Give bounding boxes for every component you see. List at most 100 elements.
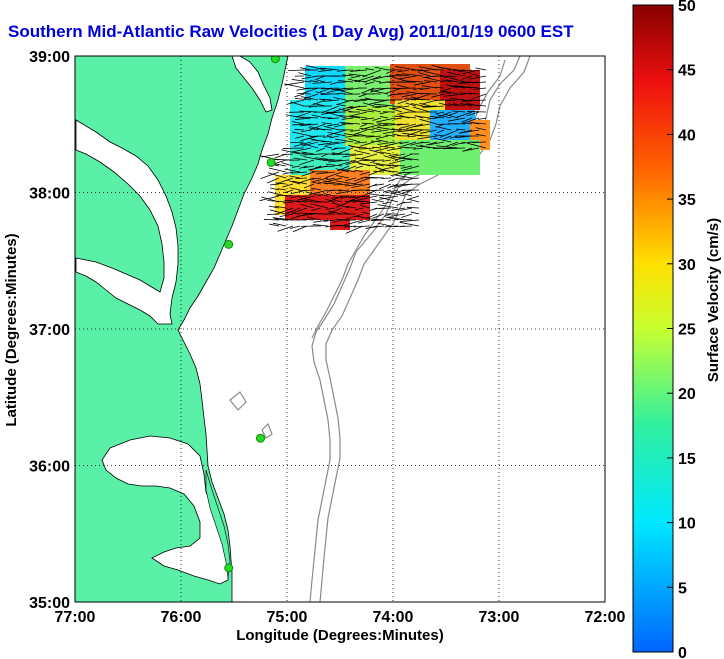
velocity-arrow (277, 188, 287, 191)
velocity-arrow (368, 99, 389, 105)
velocity-arrow (312, 224, 329, 227)
velocity-arrow (287, 99, 305, 105)
velocity-arrow (272, 222, 287, 227)
velocity-arrow (316, 147, 326, 152)
velocity-arrow (359, 127, 375, 131)
velocity-arrow (301, 198, 322, 203)
velocity-arrow (294, 135, 305, 139)
velocity-arrow (354, 141, 368, 144)
velocity-arrow (339, 114, 361, 119)
velocity-arrow (408, 135, 417, 138)
velocity-arrow (417, 69, 431, 72)
velocity-arrow (353, 225, 371, 228)
velocity-arrow (355, 157, 371, 161)
velocity-arrow (458, 69, 473, 72)
velocity-arrow (443, 113, 459, 119)
velocity-arrow (402, 141, 417, 147)
velocity-arrow (371, 198, 385, 203)
velocity-arrow (362, 153, 378, 159)
velocity-arrow (340, 168, 357, 173)
velocity-arrow (394, 87, 417, 89)
velocity-arrow (448, 103, 459, 107)
velocity-arrow (327, 123, 340, 127)
colorbar-tick-label: 30 (678, 257, 696, 274)
velocity-arrow (316, 128, 333, 131)
velocity-arrow (344, 99, 361, 102)
colorbar-tick-label: 35 (678, 192, 696, 209)
velocity-arrow (458, 129, 480, 134)
velocity-arrow (397, 111, 410, 115)
velocity-arrow (343, 225, 357, 228)
velocity-arrow (381, 165, 399, 171)
velocity-arrow (451, 110, 466, 113)
velocity-arrow (359, 204, 371, 209)
velocity-arrow (379, 196, 399, 203)
velocity-arrow (294, 93, 305, 98)
velocity-arrow (328, 159, 350, 163)
velocity-arrow (471, 93, 487, 100)
colorbar-tick-label: 20 (678, 386, 696, 403)
velocity-arrow (419, 102, 431, 107)
velocity-arrow (446, 79, 459, 83)
velocity-arrow (379, 195, 399, 200)
velocity-arrow (325, 177, 336, 181)
velocity-arrow (302, 87, 319, 94)
velocity-arrow (345, 159, 364, 165)
velocity-arrow (377, 141, 396, 145)
velocity-arrow (359, 141, 375, 147)
velocity-arrow (341, 69, 354, 71)
velocity-arrow (280, 149, 301, 155)
velocity-arrow (364, 176, 385, 179)
velocity-arrow (295, 177, 308, 180)
station-marker (224, 239, 234, 249)
velocity-arrow (286, 200, 308, 203)
velocity-arrow (333, 105, 354, 113)
velocity-arrow (322, 159, 343, 162)
plot-border (74, 55, 606, 603)
velocity-arrow (443, 93, 466, 97)
velocity-arrow (355, 80, 368, 83)
velocity-arrow (392, 105, 403, 108)
velocity-arrow (440, 90, 459, 95)
velocity-arrow (365, 68, 375, 71)
lon-tick-label: 76:00 (161, 609, 202, 626)
velocity-arrow (332, 219, 343, 223)
velocity-arrow (300, 142, 319, 149)
velocity-arrow (448, 84, 466, 89)
velocity-arrow (456, 111, 473, 118)
velocity-arrow (263, 219, 280, 221)
velocity-arrow (374, 66, 389, 71)
velocity-arrow (299, 123, 319, 127)
x-axis-label: Longitude (Degrees:Minutes) (236, 627, 444, 644)
velocity-arrow (276, 177, 294, 184)
velocity-arrow (308, 189, 329, 196)
velocity-arrow (415, 92, 438, 95)
velocity-arrow (308, 127, 319, 131)
velocity-arrow (345, 205, 357, 209)
velocity-arrow (297, 92, 312, 95)
velocity-arrow (339, 121, 361, 125)
velocity-arrow (291, 171, 308, 174)
velocity-arrow (298, 177, 315, 184)
velocity-arrow (414, 115, 431, 119)
velocity-arrow (378, 169, 399, 173)
velocity-arrow (390, 93, 403, 96)
velocity-arrow (419, 129, 438, 134)
velocity-arrow (349, 115, 368, 119)
lat-tick-label: 35:00 (29, 595, 70, 612)
velocity-arrow (461, 117, 473, 123)
velocity-arrow (384, 225, 399, 228)
velocity-arrow (292, 123, 312, 126)
velocity-arrow (315, 165, 336, 168)
velocity-arrow (443, 147, 466, 150)
y-axis-label: Latitude (Degrees:Minutes) (3, 233, 20, 426)
velocity-arrow (331, 202, 350, 209)
latitude-ticks: 39:00 38:00 37:00 36:00 35:00 (29, 49, 70, 612)
velocity-arrow (326, 129, 347, 136)
velocity-arrow (321, 122, 333, 125)
velocity-arrow (438, 87, 452, 94)
velocity-arrow (358, 93, 368, 98)
velocity-arrow (294, 97, 312, 101)
